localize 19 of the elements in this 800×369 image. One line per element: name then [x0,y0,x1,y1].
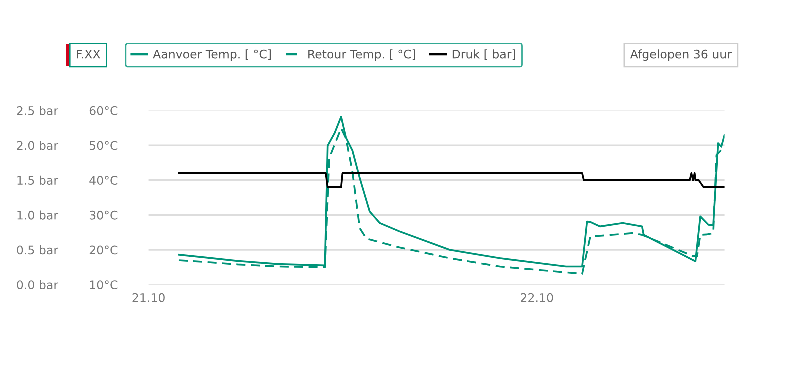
y-tick-label: 40°C [90,176,118,186]
text: F.XX [77,50,100,59]
y2-tick-label: 0.0 bar [17,280,59,290]
legend-label: Aanvoer Temp. [ °C] [153,50,271,62]
y-tick-label: 50°C [90,141,118,150]
y2-tick-label: 2.0 bar [17,141,59,150]
x-tick-label: 22.10 [521,293,554,302]
y2-tick-label: 2.5 bar [17,106,59,116]
y-tick-label: 20°C [90,246,118,255]
y-tick-label: 10°C [90,280,118,290]
y2-tick-label: 1.5 bar [18,176,59,186]
y-tick-label: 60°C [90,106,118,116]
legend-label: Retour Temp. [ °C] [308,50,416,62]
text: Afgelopen 36 uur [630,50,732,62]
y-tick-label: 30°C [90,210,118,220]
y2-tick-label: 1.0 bar [18,210,59,220]
x-tick-label: 21.10 [132,293,165,302]
y2-tick-label: 0.5 bar [17,246,59,255]
legend-label: Druk [ bar] [452,50,516,60]
